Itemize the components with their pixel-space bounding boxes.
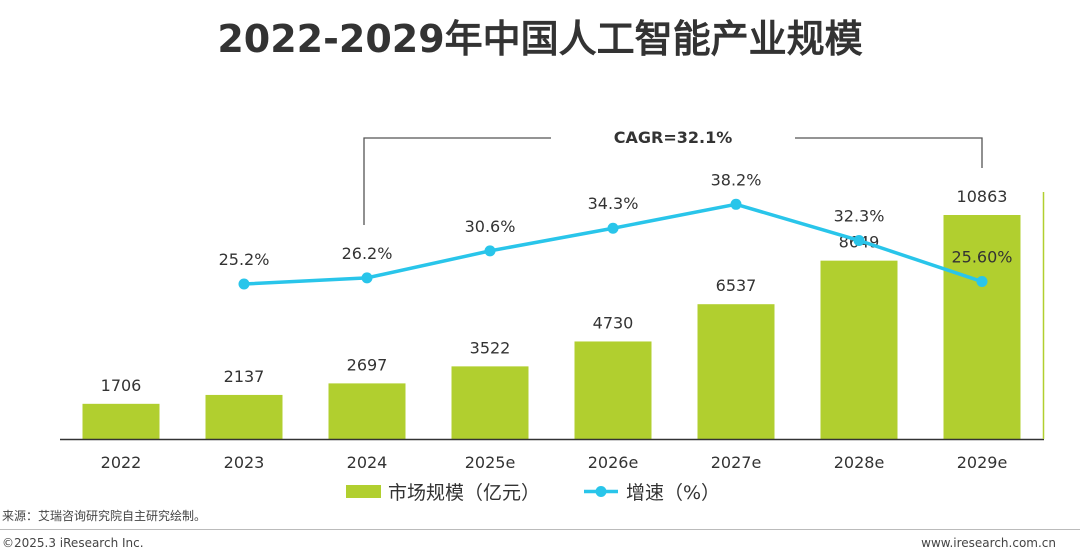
legend-bar-label: 市场规模（亿元） (388, 482, 540, 504)
bars-layer: 170621372697352247306537864910863 (82, 187, 1021, 439)
growth-value-label: 32.3% (834, 206, 885, 225)
x-tick-label: 2025e (465, 453, 516, 472)
source-note: 来源：艾瑞咨询研究院自主研究绘制。 (2, 509, 207, 523)
cagr-label: CAGR=32.1% (614, 128, 733, 147)
chart-canvas: 170621372697352247306537864910863 202220… (60, 128, 1045, 504)
growth-point-2024 (361, 272, 373, 284)
copyright-text: ©2025.3 iResearch Inc. (2, 536, 144, 550)
bar-value-label: 2137 (224, 367, 265, 386)
growth-value-label: 30.6% (465, 217, 516, 236)
bar-2025e (451, 366, 529, 439)
footer-divider (0, 529, 1080, 530)
growth-point-2023 (238, 278, 250, 290)
cagr-bracket: CAGR=32.1% (363, 128, 983, 225)
bar-2028e (820, 260, 898, 439)
bar-2024 (328, 383, 406, 439)
growth-value-label: 38.2% (711, 170, 762, 189)
growth-value-label: 26.2% (342, 244, 393, 263)
legend: 市场规模（亿元） 增速（%） (346, 482, 720, 504)
cagr-bracket-left (363, 137, 551, 225)
bar-2026e (574, 341, 652, 439)
bar-2023 (205, 394, 283, 439)
growth-point-2029e (976, 276, 988, 288)
x-tick-label: 2029e (957, 453, 1008, 472)
line-layer: 25.2% 26.2% 30.6% 34.3% 38.2% 32.3% 25.60% (219, 170, 1013, 290)
growth-value-label: 25.60% (951, 248, 1012, 267)
growth-point-2025e (484, 245, 496, 257)
bar-value-label: 4730 (593, 313, 634, 332)
website-text: www.iresearch.com.cn (921, 536, 1056, 550)
bar-2029e (943, 215, 1021, 439)
growth-point-2027e (730, 198, 742, 210)
legend-line-label: 增速（%） (626, 482, 720, 504)
x-tick-label: 2023 (224, 453, 265, 472)
axis-layer: 2022 2023 2024 2025e 2026e 2027e 2028e 2029e (60, 192, 1045, 472)
bar-value-label: 2697 (347, 355, 388, 374)
legend-bar-swatch (346, 485, 381, 498)
growth-value-label: 25.2% (219, 250, 270, 269)
bar-2027e (697, 304, 775, 439)
cagr-bracket-right (795, 137, 983, 168)
x-tick-label: 2022 (101, 453, 142, 472)
bar-value-label: 3522 (470, 338, 511, 357)
bar-2022 (82, 403, 160, 439)
x-tick-label: 2024 (347, 453, 388, 472)
growth-point-2028e (853, 234, 865, 246)
x-tick-label: 2027e (711, 453, 762, 472)
bar-value-label: 1706 (101, 376, 142, 395)
bar-value-label: 6537 (716, 276, 757, 295)
chart-title: 2022-2029年中国人工智能产业规模 (217, 17, 863, 61)
bar-value-label: 10863 (957, 187, 1008, 206)
legend-line-marker (595, 486, 607, 497)
x-tick-label: 2026e (588, 453, 639, 472)
x-tick-label: 2028e (834, 453, 885, 472)
growth-value-label: 34.3% (588, 194, 639, 213)
growth-point-2026e (607, 222, 619, 234)
